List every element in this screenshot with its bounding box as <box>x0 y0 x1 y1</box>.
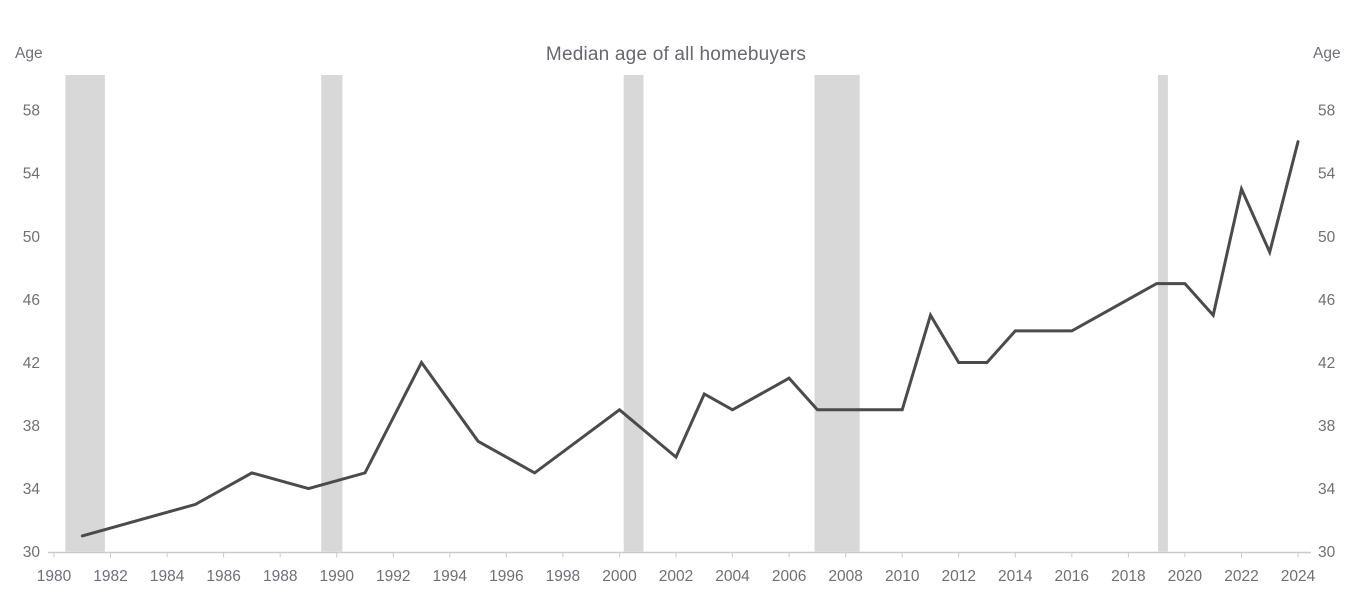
y-tick-label-left: 58 <box>23 103 40 120</box>
x-tick-label: 2020 <box>1168 568 1203 585</box>
y-tick-label-right: 30 <box>1318 544 1336 561</box>
recession-band <box>65 75 105 552</box>
chart-title: Median age of all homebuyers <box>545 44 807 65</box>
x-tick-label: 1992 <box>376 568 410 585</box>
x-tick-label: 2000 <box>602 568 637 585</box>
x-tick-label: 1990 <box>319 568 354 585</box>
y-tick-label-right: 58 <box>1318 103 1335 120</box>
y-tick-label-right: 54 <box>1318 166 1336 183</box>
y-axis-title-left: Age <box>15 45 43 62</box>
y-tick-label-left: 42 <box>23 355 40 372</box>
recession-band <box>623 75 644 552</box>
y-tick-label-left: 50 <box>23 229 41 246</box>
x-tick-label: 1984 <box>150 568 185 585</box>
x-tick-label: 1988 <box>263 568 297 585</box>
median-age-line <box>80 140 1300 538</box>
recession-band <box>814 75 860 552</box>
x-tick-label: 2022 <box>1224 568 1258 585</box>
x-tick-label: 1998 <box>546 568 580 585</box>
x-tick-label: 2024 <box>1281 568 1316 585</box>
y-axis-title-right: Age <box>1313 45 1341 62</box>
y-tick-label-left: 30 <box>23 544 41 561</box>
x-tick-label: 2008 <box>828 568 862 585</box>
x-tick-label: 1994 <box>433 568 468 585</box>
x-tick-label: 2012 <box>941 568 975 585</box>
x-tick-label: 2010 <box>885 568 920 585</box>
recession-band <box>321 75 343 552</box>
y-tick-label-left: 54 <box>23 166 41 183</box>
x-tick-label: 1982 <box>93 568 127 585</box>
y-tick-label-right: 46 <box>1318 292 1335 309</box>
x-tick-label: 1996 <box>489 568 523 585</box>
x-tick-label: 2016 <box>1055 568 1089 585</box>
recession-band <box>1158 75 1168 552</box>
x-tick-label: 2002 <box>659 568 693 585</box>
y-tick-label-left: 34 <box>23 481 41 498</box>
y-tick-label-left: 46 <box>23 292 40 309</box>
x-tick-label: 1986 <box>206 568 240 585</box>
y-tick-label-left: 38 <box>23 418 40 435</box>
y-tick-label-right: 38 <box>1318 418 1335 435</box>
x-tick-label: 2014 <box>998 568 1033 585</box>
x-tick-label: 2006 <box>772 568 806 585</box>
y-tick-label-right: 50 <box>1318 229 1336 246</box>
y-tick-label-right: 42 <box>1318 355 1335 372</box>
x-tick-label: 2018 <box>1111 568 1145 585</box>
x-tick-label: 2004 <box>715 568 750 585</box>
x-tick-label: 1980 <box>37 568 72 585</box>
y-tick-label-right: 34 <box>1318 481 1336 498</box>
